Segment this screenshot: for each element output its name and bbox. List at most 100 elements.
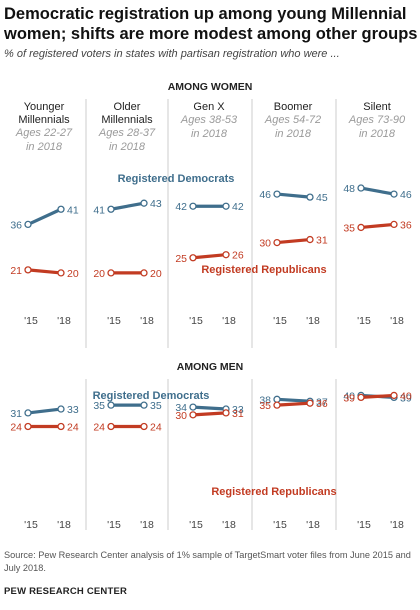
data-point — [273, 401, 281, 409]
data-label: 20 — [93, 268, 105, 280]
data-label: 42 — [175, 201, 187, 213]
generation-name: Millennials — [18, 114, 70, 126]
data-label: 41 — [67, 204, 79, 216]
data-point — [189, 411, 197, 419]
x-tick-label: '18 — [140, 519, 154, 531]
generation-ages: in 2018 — [191, 128, 228, 140]
data-label: 35 — [93, 400, 105, 412]
panel-title: AMONG WOMEN — [168, 81, 253, 93]
series-line — [109, 201, 146, 211]
data-label: 31 — [232, 408, 244, 420]
series-line — [26, 268, 63, 275]
data-point — [273, 190, 281, 198]
data-label: 24 — [10, 421, 22, 433]
data-label: 36 — [10, 219, 22, 231]
generation-ages: in 2018 — [275, 128, 312, 140]
chart-title: Democratic registration up among young M… — [4, 5, 418, 43]
data-point — [107, 422, 115, 431]
data-point — [24, 220, 32, 229]
data-point — [140, 269, 148, 277]
series-line — [275, 397, 312, 403]
x-tick-label: '18 — [390, 315, 404, 327]
x-tick-label: '15 — [24, 519, 38, 531]
series-line — [191, 405, 228, 411]
data-label: 21 — [10, 265, 22, 277]
x-tick-label: '15 — [24, 315, 38, 327]
data-point — [390, 190, 398, 198]
data-label: 43 — [150, 198, 162, 210]
data-point — [140, 401, 148, 409]
data-point — [390, 391, 398, 400]
x-tick-label: '15 — [357, 315, 371, 327]
data-point — [24, 422, 32, 431]
data-point — [57, 422, 65, 431]
x-tick-label: '18 — [57, 519, 71, 531]
data-label: 39 — [400, 392, 412, 404]
generation-name: Gen X — [193, 101, 225, 113]
data-label: 33 — [67, 404, 79, 416]
generation-name: Silent — [363, 101, 391, 113]
data-label: 20 — [150, 268, 162, 280]
generation-ages: Ages 28-37 — [98, 127, 156, 139]
series-line — [26, 407, 63, 415]
x-tick-label: '15 — [107, 315, 121, 327]
data-point — [390, 220, 398, 229]
x-tick-label: '18 — [390, 519, 404, 531]
generation-name: Boomer — [274, 101, 313, 113]
data-point — [107, 205, 115, 213]
data-point — [189, 202, 197, 210]
data-label: 24 — [67, 421, 79, 433]
data-point — [189, 254, 197, 262]
x-tick-label: '15 — [357, 519, 371, 531]
data-label: 48 — [343, 183, 355, 195]
series-line — [275, 192, 312, 199]
data-point — [57, 205, 65, 213]
x-tick-label: '15 — [189, 519, 203, 531]
series-legend-label: Registered Democrats — [118, 173, 235, 185]
data-label: 45 — [316, 192, 328, 204]
x-tick-label: '18 — [222, 315, 236, 327]
series-legend-label: Registered Republicans — [201, 264, 326, 276]
panel-title: AMONG MEN — [177, 361, 244, 373]
data-label: 24 — [93, 421, 105, 433]
data-point — [140, 199, 148, 207]
data-point — [357, 184, 365, 192]
x-tick-label: '15 — [107, 519, 121, 531]
x-tick-label: '18 — [222, 519, 236, 531]
generation-ages: Ages 73-90 — [348, 114, 406, 126]
data-label: 46 — [259, 189, 271, 201]
generation-ages: in 2018 — [359, 128, 396, 140]
series-line — [359, 186, 396, 196]
data-label: 39 — [343, 392, 355, 404]
x-tick-label: '18 — [57, 315, 71, 327]
data-point — [24, 266, 32, 274]
data-label: 42 — [232, 201, 244, 213]
data-label: 38 — [259, 394, 271, 406]
data-point — [189, 403, 197, 411]
data-label: 20 — [67, 268, 79, 280]
x-tick-label: '15 — [273, 315, 287, 327]
x-tick-label: '15 — [189, 315, 203, 327]
data-point — [24, 409, 32, 417]
data-point — [273, 238, 281, 247]
data-label: 30 — [175, 410, 187, 422]
series-legend-label: Registered Republicans — [211, 486, 336, 498]
data-label: 25 — [175, 253, 187, 265]
data-point — [222, 251, 230, 259]
data-label: 34 — [175, 402, 187, 414]
x-tick-label: '15 — [273, 519, 287, 531]
data-point — [107, 401, 115, 409]
data-point — [222, 202, 230, 210]
data-point — [57, 269, 65, 277]
data-label: 35 — [150, 400, 162, 412]
data-point — [306, 235, 314, 244]
series-line — [26, 207, 63, 227]
series-line — [359, 393, 396, 399]
data-label: 36 — [316, 398, 328, 410]
series-line — [191, 253, 228, 260]
credit-line: PEW RESEARCH CENTER — [4, 586, 128, 597]
data-label: 31 — [316, 235, 328, 247]
data-label: 41 — [93, 204, 105, 216]
generation-name: Millennials — [101, 114, 153, 126]
data-label: 40 — [400, 390, 412, 402]
